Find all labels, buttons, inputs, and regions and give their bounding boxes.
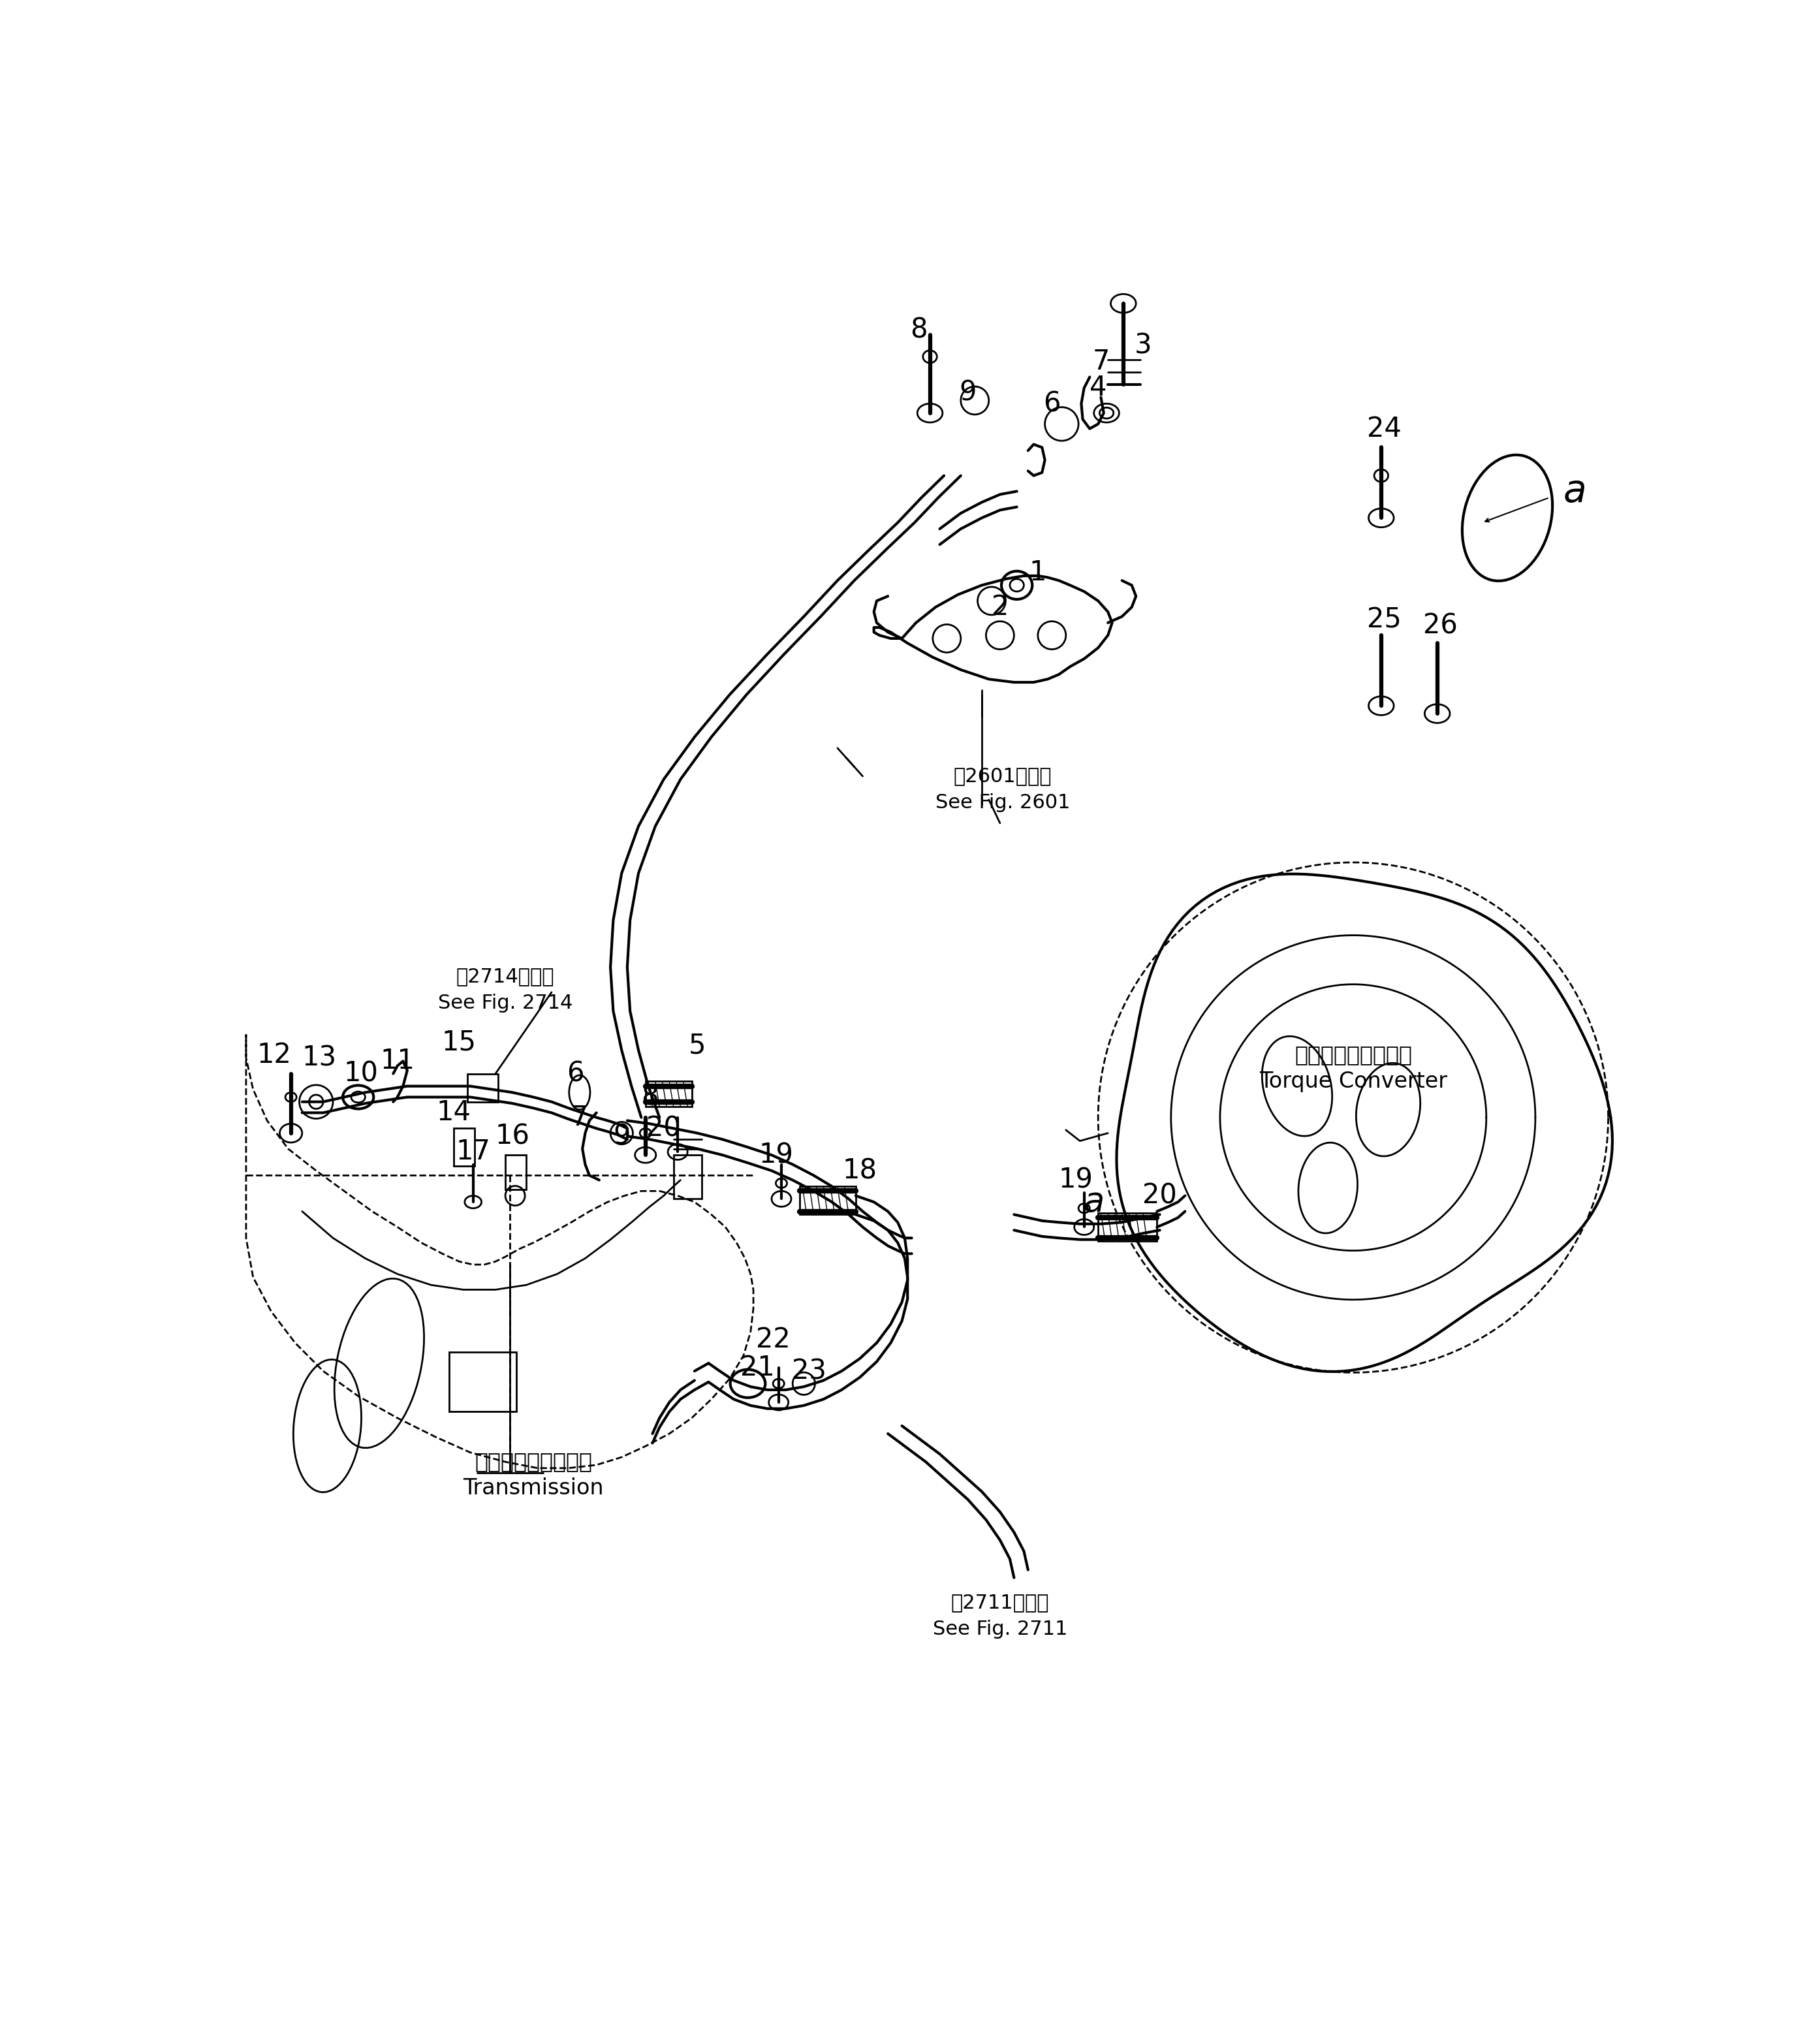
Text: 12: 12: [257, 1041, 291, 1069]
Text: 9: 9: [959, 378, 976, 407]
Text: See Fig. 2601: See Fig. 2601: [935, 793, 1070, 813]
Text: 7: 7: [1092, 348, 1110, 374]
Text: 17: 17: [455, 1138, 490, 1165]
Text: 8: 8: [641, 1084, 659, 1110]
Text: Torque Converter: Torque Converter: [1259, 1071, 1447, 1092]
Bar: [1097, 1214, 1158, 1240]
Text: 5: 5: [688, 1031, 706, 1059]
Text: 19: 19: [1059, 1167, 1094, 1193]
Text: 20: 20: [1143, 1181, 1178, 1210]
Text: 25: 25: [1367, 606, 1401, 634]
Text: 第2601図参照: 第2601図参照: [954, 766, 1052, 785]
Text: 10: 10: [344, 1059, 379, 1088]
Text: 11: 11: [380, 1047, 415, 1075]
Text: 7: 7: [571, 1104, 588, 1130]
Text: 1: 1: [1028, 559, 1046, 586]
Bar: [468, 1073, 499, 1102]
Text: a: a: [1563, 474, 1587, 510]
Text: 14: 14: [437, 1100, 471, 1126]
Text: 23: 23: [792, 1358, 826, 1384]
Text: トルク　コンバータ: トルク コンバータ: [1294, 1045, 1412, 1065]
Bar: [673, 1155, 701, 1199]
Text: 第2714図参照: 第2714図参照: [457, 968, 555, 986]
Text: a: a: [1083, 1185, 1105, 1220]
Text: 6: 6: [566, 1059, 584, 1088]
Text: 19: 19: [759, 1141, 794, 1169]
Text: 13: 13: [302, 1045, 337, 1071]
Text: 15: 15: [442, 1029, 477, 1055]
Text: 6: 6: [1043, 390, 1061, 417]
Text: 26: 26: [1423, 612, 1458, 640]
Text: トランスミッション: トランスミッション: [475, 1452, 592, 1472]
Bar: [799, 1187, 855, 1214]
Text: See Fig. 2714: See Fig. 2714: [439, 994, 573, 1012]
Bar: [506, 1155, 526, 1189]
Bar: [453, 1128, 475, 1167]
Text: 9: 9: [613, 1122, 630, 1151]
Bar: [646, 1082, 692, 1106]
Text: 22: 22: [755, 1326, 790, 1354]
Text: 3: 3: [1134, 331, 1152, 360]
Text: 18: 18: [843, 1157, 877, 1185]
Bar: [450, 1352, 517, 1411]
Text: 第2711図参照: 第2711図参照: [950, 1594, 1048, 1612]
Text: 24: 24: [1367, 415, 1401, 443]
Text: 20: 20: [646, 1114, 681, 1143]
Text: 2: 2: [992, 594, 1008, 620]
Text: Transmission: Transmission: [462, 1478, 604, 1498]
Text: 4: 4: [1090, 374, 1107, 403]
Text: See Fig. 2711: See Fig. 2711: [932, 1620, 1067, 1639]
Text: 16: 16: [495, 1122, 530, 1151]
Text: 8: 8: [910, 317, 928, 344]
Text: 21: 21: [741, 1354, 775, 1382]
